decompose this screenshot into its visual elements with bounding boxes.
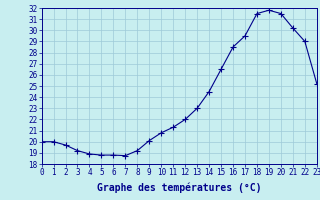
- X-axis label: Graphe des températures (°C): Graphe des températures (°C): [97, 183, 261, 193]
